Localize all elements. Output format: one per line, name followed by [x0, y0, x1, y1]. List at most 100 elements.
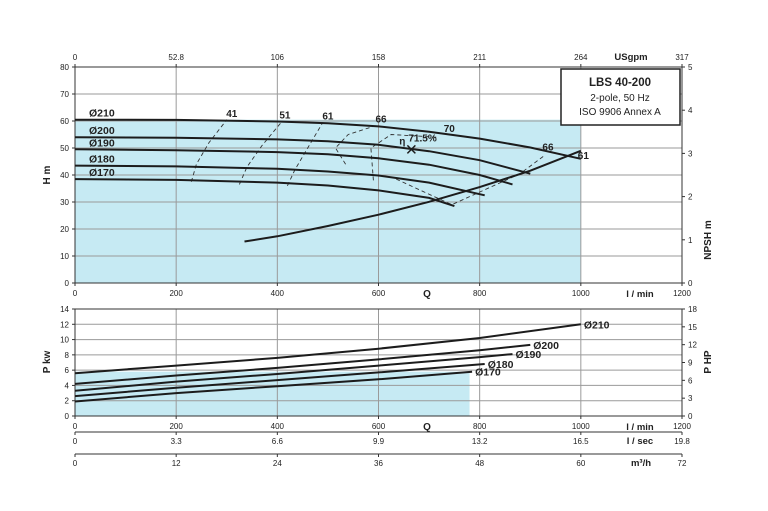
head-y-tick-label: 60	[60, 117, 69, 126]
power-y-ticks: 0 2 4 6 8 10 12 14	[60, 305, 75, 421]
head-x-axis-label: Q	[423, 289, 431, 300]
power-curve-label: Ø210	[584, 319, 610, 331]
flow-axis-tick-label: 0	[73, 459, 78, 468]
power-y-tick-label: 8	[65, 351, 70, 360]
bep-marker	[406, 144, 416, 154]
power-curve-label: Ø170	[475, 367, 501, 379]
power-hp-tick-label: 6	[688, 376, 693, 385]
usgpm-tick-label: 0	[73, 53, 78, 62]
lsec-axis-unit: l / sec	[627, 436, 653, 447]
power-x-axis-unit: l / min	[626, 422, 654, 433]
npsh-y-tick-label: 4	[688, 106, 693, 115]
power-curve	[75, 343, 531, 385]
efficiency-label: 51	[279, 110, 291, 121]
head-y-tick-label: 80	[60, 63, 69, 72]
head-y-tick-label: 30	[60, 198, 69, 207]
iso-efficiency-curve	[396, 154, 546, 206]
flow-axis-tick-label: 6.6	[272, 437, 284, 446]
power-x-tick-label: 600	[372, 422, 386, 431]
head-y-tick-label: 20	[60, 225, 69, 234]
power-curve	[75, 353, 513, 392]
head-x-ticks: 0 200 400 600 800 1000 1200	[73, 283, 691, 298]
power-hp-tick-label: 18	[688, 305, 697, 314]
flow-axis-tick-label: 9.9	[373, 437, 385, 446]
usgpm-tick-label: 158	[372, 53, 386, 62]
usgpm-axis-unit: USgpm	[614, 52, 647, 63]
head-curves	[75, 118, 582, 208]
info-box-line-1: 2-pole, 50 Hz	[590, 93, 649, 104]
head-curve	[75, 118, 582, 160]
power-x-axis-label: Q	[423, 422, 431, 433]
power-hp-tick-label: 0	[688, 412, 693, 421]
usgpm-tick-label: 317	[675, 53, 689, 62]
head-y-tick-label: 50	[60, 144, 69, 153]
head-x-tick-label: 1200	[673, 289, 691, 298]
head-x-tick-label: 600	[372, 289, 386, 298]
head-curve	[75, 164, 485, 197]
head-curve-label: Ø170	[89, 167, 115, 179]
flow-axis-tick-label: 13.2	[472, 437, 488, 446]
iso-efficiency-curves	[190, 119, 546, 206]
iso-efficiency-curve	[190, 119, 228, 182]
efficiency-label: 61	[578, 151, 590, 162]
head-x-tick-label: 400	[271, 289, 285, 298]
head-curve-label: Ø200	[89, 125, 115, 137]
power-hp-tick-label: 3	[688, 394, 693, 403]
power-y-tick-label: 10	[60, 336, 69, 345]
power-x-tick-label: 200	[169, 422, 183, 431]
efficiency-label: 66	[542, 143, 554, 154]
head-curve	[75, 148, 513, 186]
head-usgpm-ticks: 0 52.8 106 158 211 264 317	[73, 53, 689, 67]
npsh-curve-group	[244, 149, 582, 243]
power-x-tick-label: 1000	[572, 422, 590, 431]
power-curve-label: Ø200	[533, 340, 559, 352]
head-y-tick-label: 0	[65, 279, 70, 288]
power-curve	[75, 370, 473, 403]
flow-unit-axes: 0 3.3 6.6 9.9 13.2 16.5 19.8 0 12 24 36 48 60 72	[73, 431, 690, 468]
power-curve	[75, 363, 485, 398]
flow-axis-tick-label: 12	[172, 459, 181, 468]
head-x-tick-label: 1000	[572, 289, 590, 298]
power-hp-tick-label: 15	[688, 323, 697, 332]
flow-axis-tick-label: 48	[475, 459, 484, 468]
head-y-tick-label: 70	[60, 90, 69, 99]
power-curve-label: Ø180	[488, 359, 514, 371]
flow-axis-tick-label: 19.8	[674, 437, 690, 446]
npsh-y-ticks: 0 1 2 3 4 5	[682, 63, 693, 288]
efficiency-label: 41	[226, 109, 238, 120]
efficiency-label: 61	[322, 112, 334, 123]
head-y-axis-label: H m	[42, 165, 53, 184]
usgpm-tick-label: 52.8	[168, 53, 184, 62]
usgpm-tick-label: 264	[574, 53, 588, 62]
flow-axis-tick-label: 3.3	[171, 437, 183, 446]
power-y-tick-label: 6	[65, 366, 70, 375]
power-x-tick-label: 800	[473, 422, 487, 431]
power-y2-axis-label: P HP	[703, 350, 714, 373]
usgpm-tick-label: 211	[473, 53, 486, 62]
head-curve	[75, 136, 531, 175]
power-x-tick-label: 400	[271, 422, 285, 431]
npsh-curve	[244, 149, 582, 243]
flow-axis-tick-label: 24	[273, 459, 282, 468]
info-box-title: LBS 40-200	[589, 77, 651, 89]
power-x-tick-label: 0	[73, 422, 78, 431]
best-efficiency-point: η 71.5%	[399, 133, 437, 154]
head-curve-label: Ø180	[89, 154, 115, 166]
power-y-tick-label: 2	[65, 397, 70, 406]
head-x-tick-label: 200	[169, 289, 183, 298]
head-x-tick-label: 0	[73, 289, 78, 298]
m3h-axis-unit: m³/h	[631, 458, 651, 469]
power-y-tick-label: 0	[65, 412, 70, 421]
usgpm-tick-label: 106	[271, 53, 285, 62]
power-x-tick-label: 1200	[673, 422, 691, 431]
head-curve-label: Ø190	[89, 137, 115, 149]
iso-efficiency-curve	[370, 134, 437, 181]
flow-axis-tick-label: 60	[576, 459, 585, 468]
power-y-axis-label: P kw	[42, 350, 53, 373]
head-y-tick-label: 10	[60, 252, 69, 261]
flow-axis-tick-label: 72	[678, 459, 687, 468]
power-y-tick-label: 12	[60, 320, 69, 329]
head-x-tick-label: 800	[473, 289, 487, 298]
